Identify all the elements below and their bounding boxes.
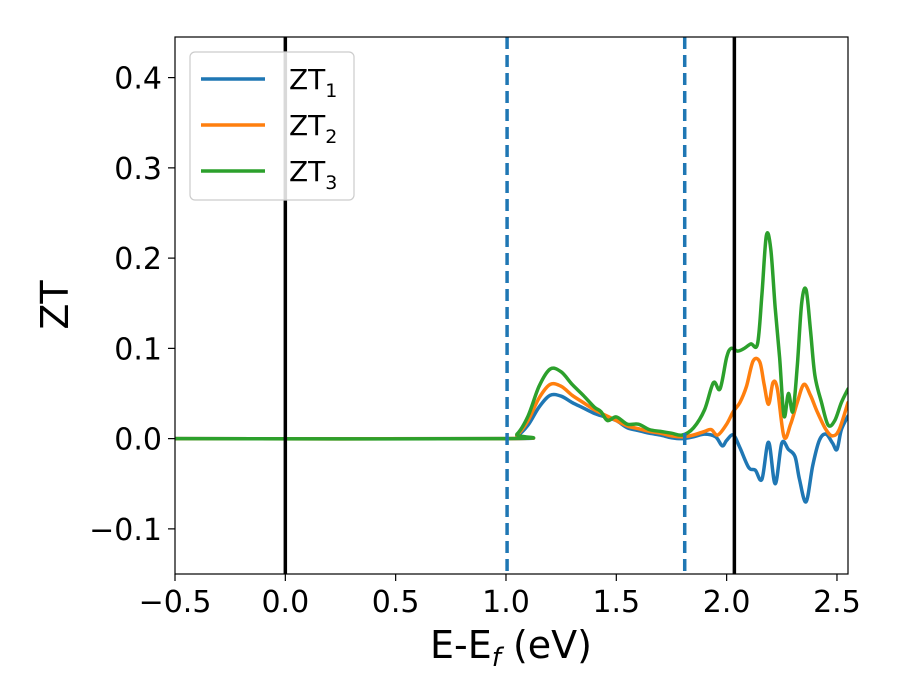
legend-label-subscript: 2 — [325, 126, 337, 148]
x-axis-label-unit: (eV) — [501, 623, 592, 667]
legend-label-main: ZT — [289, 155, 326, 188]
y-tick-label: 0.4 — [114, 62, 162, 97]
legend-label-subscript: 1 — [325, 80, 337, 102]
y-tick-label: −0.1 — [89, 513, 162, 548]
legend-label-zt2: ZT2 — [289, 109, 337, 148]
legend-label-zt1: ZT1 — [289, 63, 337, 102]
series-line-zt1 — [175, 392, 848, 504]
x-tick-label: 2.0 — [703, 585, 751, 620]
y-tick-label: 0.3 — [114, 152, 162, 187]
y-tick-label: 0.2 — [114, 242, 162, 277]
x-tick-label: 0.5 — [372, 585, 420, 620]
legend-label-main: ZT — [289, 109, 326, 142]
x-tick-label: 2.5 — [813, 585, 861, 620]
legend-box — [189, 51, 355, 201]
plot-frame — [174, 36, 849, 575]
x-axis-label: E-Ef (eV) — [430, 623, 592, 673]
x-tick-label: 1.5 — [592, 585, 640, 620]
legend-label-subscript: 3 — [325, 172, 337, 194]
y-tick-label: 0.0 — [114, 423, 162, 458]
x-tick-label: 1.0 — [482, 585, 530, 620]
x-axis-label-main: E-E — [430, 623, 492, 667]
x-tick-label: −0.5 — [139, 585, 212, 620]
legend-label-main: ZT — [289, 63, 326, 96]
axis-ticks: −0.5 0.0 0.5 1.0 1.5 2.0 2.5 −0.1 0.0 0.1 0.2 0.3 0.… — [89, 62, 861, 620]
legend-label-zt3: ZT3 — [289, 155, 337, 194]
y-axis-label: ZT — [33, 280, 77, 330]
x-tick-label: 0.0 — [261, 585, 309, 620]
series-line-zt2 — [175, 356, 848, 441]
series-line-zt3 — [175, 231, 848, 441]
y-tick-label: 0.1 — [114, 332, 162, 367]
